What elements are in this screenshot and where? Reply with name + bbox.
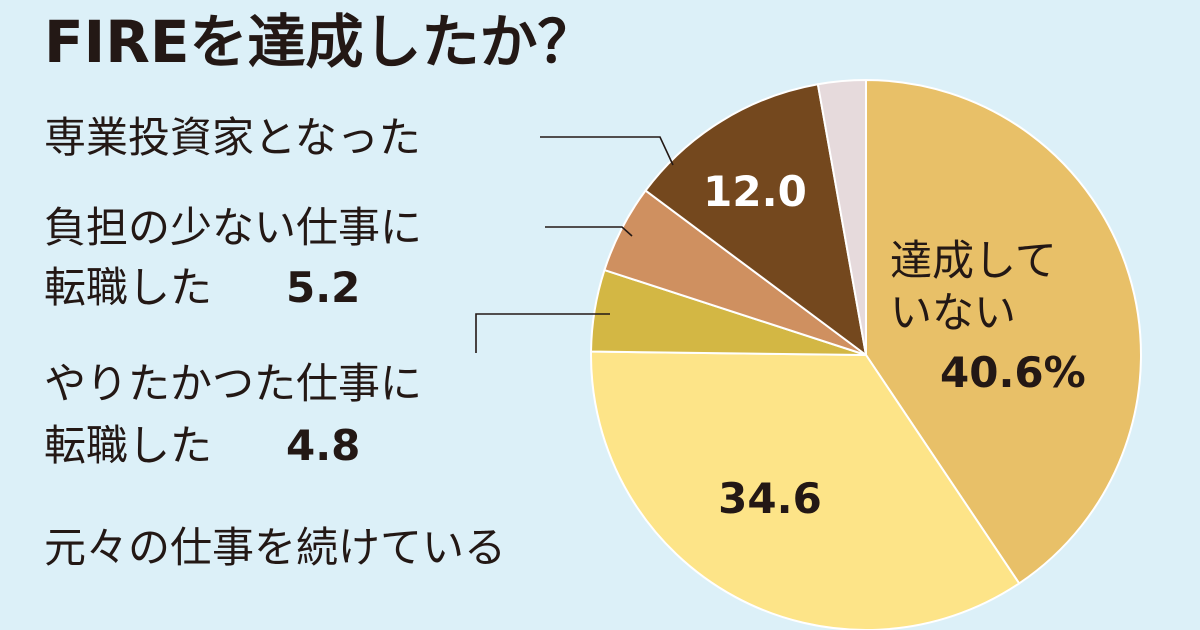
label-continue-job: 元々の仕事を続けている [44,523,506,572]
label-desired-job-line2: 転職した [44,421,212,470]
label-investor: 専業投資家となった [44,113,421,162]
value-investor: 12.0 [703,167,807,216]
leader-line-investor [540,136,674,166]
label-light-job-line2: 転職した [44,263,212,312]
pie-slices [590,78,1142,630]
value-desired-job: 4.8 [286,421,360,470]
label-light-job-line1: 負担の少ない仕事に [44,203,422,252]
leader-line-light-job [545,226,633,237]
slice-not-achieved [865,78,1142,585]
value-not-achieved: 40.6% [940,348,1086,397]
chart-title: FIREを達成したか？ [44,8,595,76]
value-continue-job: 34.6 [718,474,822,523]
leader-line-desired-job [475,313,610,353]
leader-lines [475,136,674,353]
label-not-achieved-line2: いない [890,288,1016,337]
label-not-achieved-line1: 達成して [890,236,1057,285]
value-light-job: 5.2 [286,263,360,312]
slice-other [816,78,867,356]
slice-investor [644,83,868,358]
slice-continue-job [590,350,1021,630]
label-desired-job-line1: やりたかつた仕事に [44,359,422,408]
